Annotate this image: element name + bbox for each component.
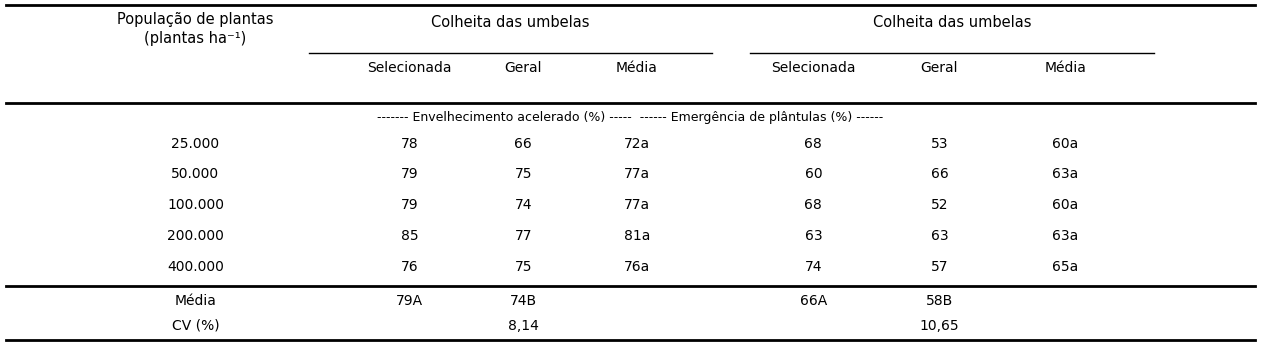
Text: 60: 60 [805, 168, 822, 181]
Text: Colheita das umbelas: Colheita das umbelas [873, 15, 1031, 30]
Text: 77: 77 [514, 229, 532, 243]
Text: 68: 68 [805, 137, 822, 150]
Text: 100.000: 100.000 [166, 198, 224, 212]
Text: 65a: 65a [1053, 260, 1078, 274]
Text: Geral: Geral [921, 62, 958, 75]
Text: 72a: 72a [624, 137, 649, 150]
Text: 81a: 81a [624, 229, 649, 243]
Text: 74: 74 [805, 260, 822, 274]
Text: 200.000: 200.000 [166, 229, 224, 243]
Text: 76: 76 [401, 260, 419, 274]
Text: 400.000: 400.000 [166, 260, 224, 274]
Text: 74B: 74B [509, 294, 537, 308]
Text: 79: 79 [401, 198, 419, 212]
Text: 66: 66 [931, 168, 948, 181]
Text: 53: 53 [931, 137, 948, 150]
Text: 77a: 77a [624, 168, 649, 181]
Text: 60a: 60a [1053, 137, 1078, 150]
Text: 75: 75 [514, 260, 532, 274]
Text: 74: 74 [514, 198, 532, 212]
Text: CV (%): CV (%) [171, 319, 219, 332]
Text: População de plantas
(plantas ha⁻¹): População de plantas (plantas ha⁻¹) [117, 12, 274, 47]
Text: 76a: 76a [624, 260, 649, 274]
Text: 78: 78 [401, 137, 419, 150]
Text: 63a: 63a [1053, 229, 1078, 243]
Text: Média: Média [174, 294, 217, 308]
Text: Geral: Geral [504, 62, 542, 75]
Text: 75: 75 [514, 168, 532, 181]
Text: 8,14: 8,14 [508, 319, 538, 332]
Text: Média: Média [1044, 62, 1087, 75]
Text: Selecionada: Selecionada [367, 62, 453, 75]
Text: 25.000: 25.000 [171, 137, 219, 150]
Text: 58B: 58B [926, 294, 953, 308]
Text: 60a: 60a [1053, 198, 1078, 212]
Text: Selecionada: Selecionada [770, 62, 856, 75]
Text: 10,65: 10,65 [919, 319, 960, 332]
Text: Colheita das umbelas: Colheita das umbelas [431, 15, 590, 30]
Text: 50.000: 50.000 [171, 168, 219, 181]
Text: 66: 66 [514, 137, 532, 150]
Text: 63: 63 [931, 229, 948, 243]
Text: 63: 63 [805, 229, 822, 243]
Text: 57: 57 [931, 260, 948, 274]
Text: ------- Envelhecimento acelerado (%) -----  ------ Emergência de plântulas (%) -: ------- Envelhecimento acelerado (%) ---… [377, 111, 884, 124]
Text: 85: 85 [401, 229, 419, 243]
Text: 79A: 79A [396, 294, 424, 308]
Text: 68: 68 [805, 198, 822, 212]
Text: 63a: 63a [1053, 168, 1078, 181]
Text: 77a: 77a [624, 198, 649, 212]
Text: Média: Média [615, 62, 658, 75]
Text: 79: 79 [401, 168, 419, 181]
Text: 66A: 66A [799, 294, 827, 308]
Text: 52: 52 [931, 198, 948, 212]
